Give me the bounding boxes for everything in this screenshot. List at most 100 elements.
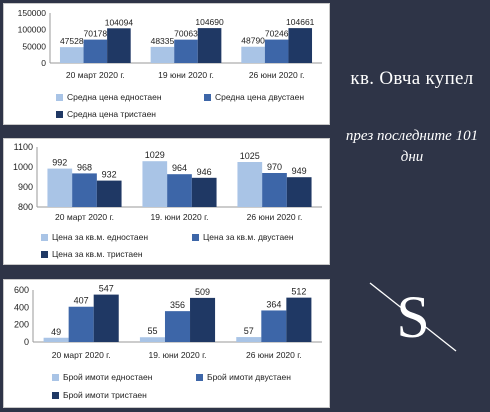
y-tick-label: 50000 <box>22 41 46 51</box>
data-label: 970 <box>267 162 282 172</box>
data-label: 48790 <box>241 36 265 46</box>
y-tick-label: 0 <box>24 337 29 347</box>
legend-label: Цена за кв.м. едностаен <box>52 232 148 242</box>
bar <box>286 297 312 342</box>
data-label: 104661 <box>286 17 315 27</box>
data-label: 70178 <box>84 29 108 39</box>
category-label: 19 юни 2020 г. <box>158 70 214 80</box>
bar <box>174 39 198 63</box>
bar <box>164 311 191 342</box>
bar <box>236 337 262 342</box>
bar <box>191 177 217 207</box>
logo-letter: S <box>396 284 429 350</box>
data-label: 547 <box>99 284 114 294</box>
bar <box>288 28 313 64</box>
listings-count-chart-panel: 0 200 400 600 49 407 547 20 март 2020 г. 55 356 50… <box>3 279 330 408</box>
y-tick-label: 900 <box>18 182 33 192</box>
data-label: 104690 <box>195 17 224 27</box>
data-label: 964 <box>172 163 187 173</box>
bar <box>96 180 122 207</box>
legend-swatch <box>56 94 63 101</box>
bar <box>83 39 108 63</box>
bar <box>241 46 265 63</box>
data-label: 992 <box>52 158 67 168</box>
bar <box>43 337 69 342</box>
bar <box>264 39 289 63</box>
category-label: 19. юни 2020 г. <box>148 350 206 360</box>
legend-label: Цена за кв.м. тристаен <box>52 249 143 259</box>
y-tick-label: 0 <box>41 58 46 68</box>
legend-swatch <box>52 374 59 381</box>
data-label: 364 <box>266 299 281 309</box>
y-tick-label: 200 <box>14 320 29 330</box>
bar <box>261 310 287 342</box>
data-label: 70063 <box>174 29 198 39</box>
bar <box>68 306 94 342</box>
y-tick-label: 600 <box>14 285 29 295</box>
s-monogram-logo: S <box>369 282 457 352</box>
bar <box>139 337 165 342</box>
bar <box>190 297 216 342</box>
logo-slash <box>369 282 457 352</box>
average-price-chart-panel: 0 50000 100000 150000 47528 70178 104094 20 мар… <box>3 3 330 125</box>
period-caption: през последните 101 дни <box>345 128 479 165</box>
data-label: 1029 <box>145 150 165 160</box>
bar <box>59 47 84 63</box>
data-label: 407 <box>74 296 89 306</box>
legend-label: Брой имоти едностаен <box>63 372 153 382</box>
bar <box>197 28 222 63</box>
data-label: 49 <box>51 327 61 337</box>
y-tick-label: 100000 <box>18 25 47 35</box>
y-tick-label: 800 <box>18 202 33 212</box>
y-tick-label: 150000 <box>18 8 47 18</box>
legend-label: Брой имоти двустаен <box>207 372 291 382</box>
category-label: 20 март 2020 г. <box>55 212 114 222</box>
category-label: 20 март 2020 г. <box>52 350 111 360</box>
data-label: 47528 <box>60 36 84 46</box>
legend-label: Брой имоти тристаен <box>63 390 147 400</box>
legend-label: Цена за кв.м. двустаен <box>203 232 294 242</box>
y-tick-label: 1100 <box>14 142 33 152</box>
price-per-sqm-chart: 800 900 1000 1100 992 968 932 20 март 2020 г. 10… <box>13 142 322 259</box>
y-tick-label: 400 <box>14 302 29 312</box>
legend-swatch <box>196 374 203 381</box>
neighborhood-title: кв. Овча купел <box>350 68 474 89</box>
bar <box>47 168 73 207</box>
bar <box>167 174 192 207</box>
data-label: 356 <box>170 300 185 310</box>
data-label: 55 <box>147 326 157 336</box>
category-label: 26 юни 2020 г. <box>247 212 303 222</box>
category-label: 26 юни 2020 г. <box>249 70 305 80</box>
category-label: 26 юни 2020 г. <box>246 350 302 360</box>
legend-swatch <box>52 392 59 399</box>
data-label: 70246 <box>265 29 289 39</box>
bar <box>150 46 175 63</box>
data-label: 48335 <box>151 36 175 46</box>
legend-label: Средна цена двустаен <box>215 92 304 102</box>
legend-swatch <box>41 251 48 258</box>
data-label: 512 <box>291 287 306 297</box>
data-label: 949 <box>292 166 307 176</box>
bar <box>262 173 287 207</box>
legend-swatch <box>204 94 211 101</box>
bar <box>72 173 97 207</box>
bar <box>107 28 131 63</box>
price-per-sqm-chart-panel: 800 900 1000 1100 992 968 932 20 март 2020 г. 10… <box>3 138 330 265</box>
data-label: 1025 <box>240 151 260 161</box>
bar <box>286 177 312 207</box>
data-label: 946 <box>197 167 212 177</box>
bar <box>142 161 168 207</box>
category-label: 20 март 2020 г. <box>66 70 125 80</box>
legend-swatch <box>56 111 63 118</box>
legend-swatch <box>41 234 48 241</box>
legend-label: Средна цена едностаен <box>67 92 162 102</box>
data-label: 104094 <box>105 17 134 27</box>
data-label: 968 <box>77 162 92 172</box>
data-label: 509 <box>195 287 210 297</box>
legend-swatch <box>192 234 199 241</box>
listings-count-chart: 0 200 400 600 49 407 547 20 март 2020 г. 55 356 50… <box>14 284 322 400</box>
y-tick-label: 1000 <box>13 162 33 172</box>
bar <box>237 162 263 207</box>
